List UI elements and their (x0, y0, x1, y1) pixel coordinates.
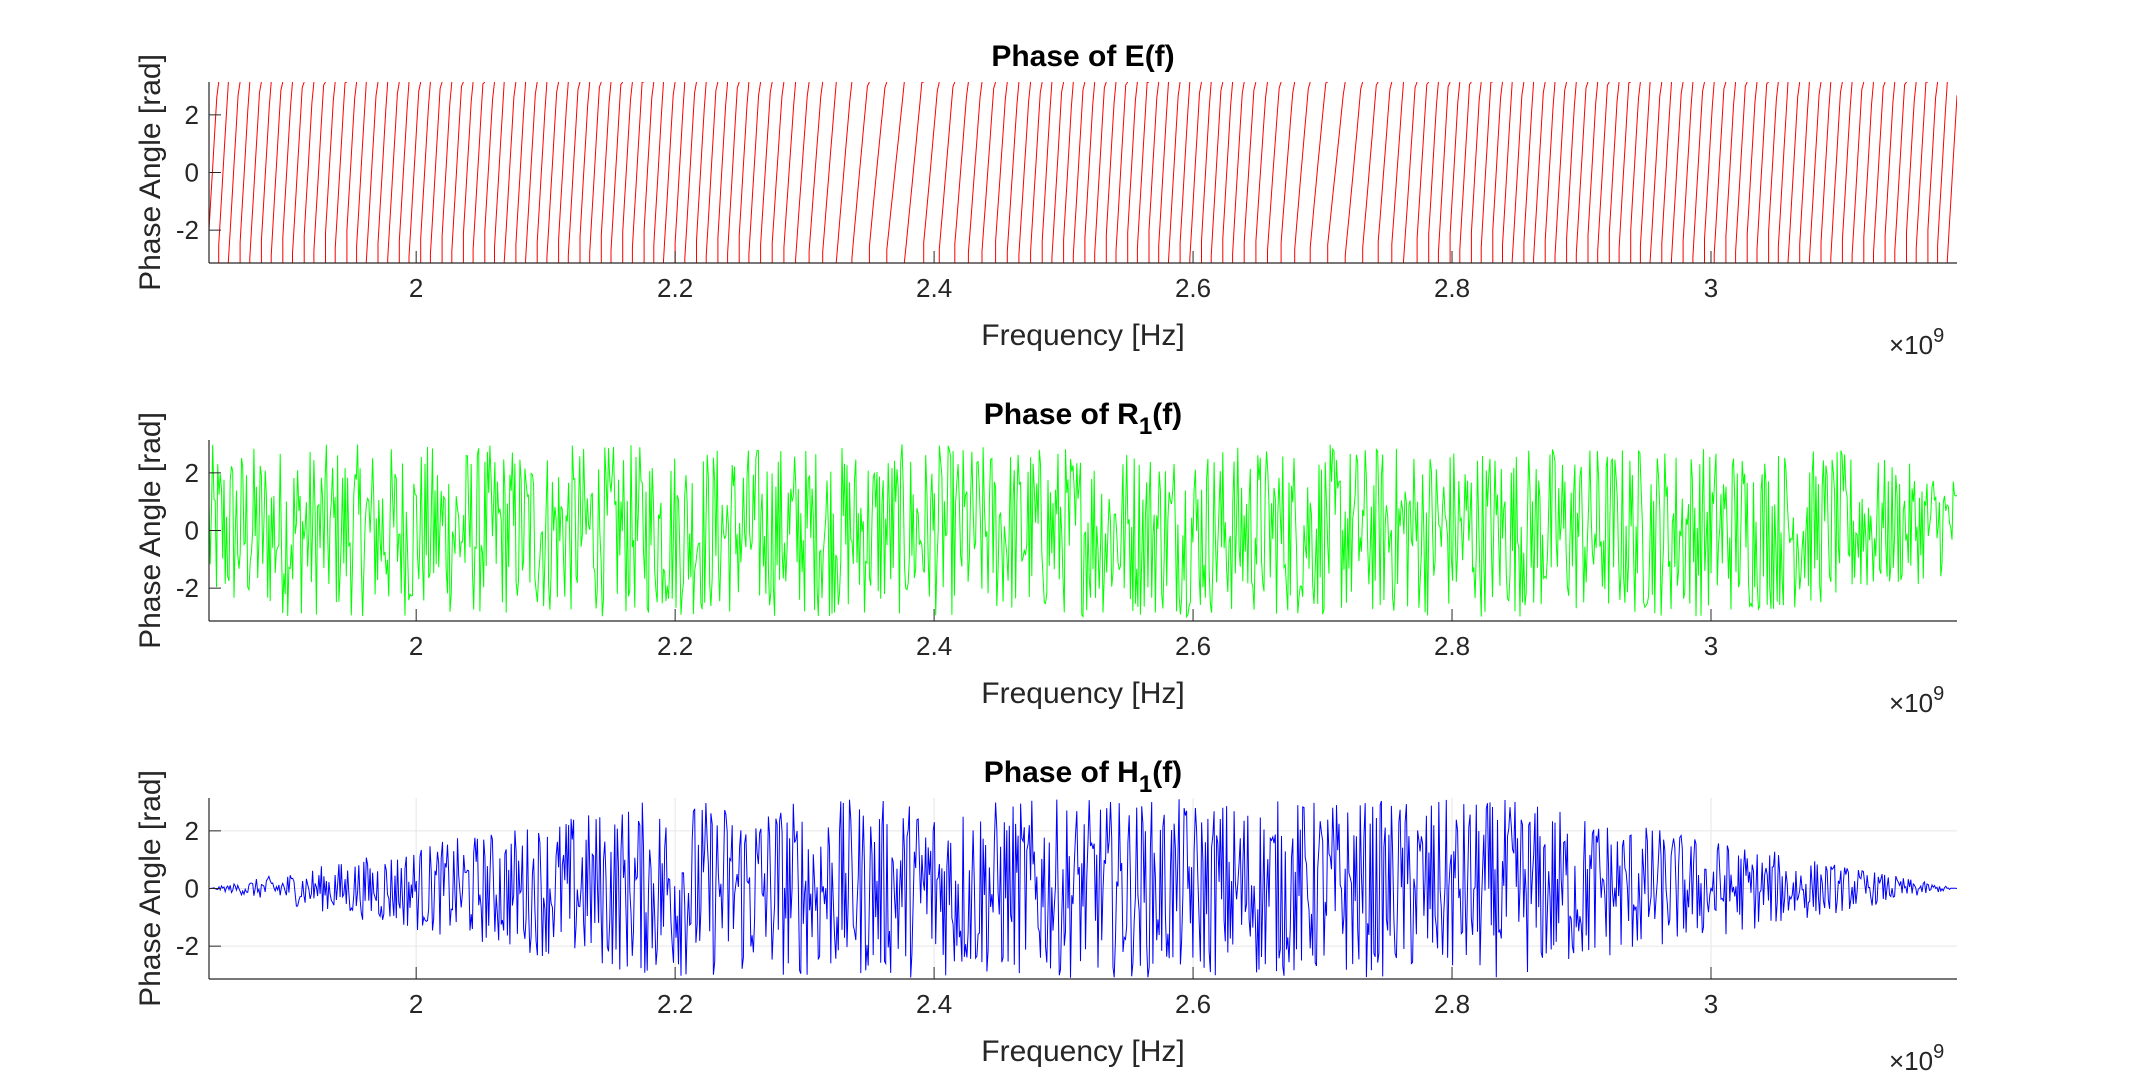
x-tick-label: 2.6 (1175, 989, 1211, 1019)
x-tick-label: 2.2 (657, 989, 693, 1019)
x-tick-label: 2.4 (916, 273, 952, 303)
x-axis-label: Frequency [Hz] (981, 677, 1184, 710)
series-line-H1 (209, 799, 1957, 978)
plot-title: Phase of R1(f) (984, 398, 1182, 440)
y-tick-label: -2 (176, 215, 199, 245)
x-tick-label: 2 (409, 989, 423, 1019)
y-tick-label: -2 (176, 931, 199, 961)
plot-title: Phase of E(f) (991, 40, 1174, 73)
x-tick-label: 2.4 (916, 631, 952, 661)
y-tick-label: 0 (185, 158, 199, 188)
y-tick-label: 2 (185, 816, 199, 846)
y-tick-label: 2 (185, 100, 199, 130)
y-tick-label: 0 (185, 516, 199, 546)
x-tick-label: 2.2 (657, 631, 693, 661)
plot-title: Phase of H1(f) (984, 756, 1182, 798)
subplot-E: 2 2.2 2.4 2.6 2.8 3 -2 0 2 Phase of E(f) Frequency… (134, 40, 1957, 360)
x-exponent-label: ×109 (1889, 1041, 1944, 1076)
x-tick-label: 2.8 (1434, 989, 1470, 1019)
x-tick-label: 2.8 (1434, 273, 1470, 303)
x-tick-label: 2.2 (657, 273, 693, 303)
y-axis-label: Phase Angle [rad] (134, 770, 167, 1007)
x-axis-label: Frequency [Hz] (981, 1035, 1184, 1068)
series-line-R1 (209, 444, 1957, 619)
y-axis-label: Phase Angle [rad] (134, 412, 167, 649)
x-tick-label: 3 (1704, 989, 1718, 1019)
y-tick-label: 2 (185, 458, 199, 488)
x-tick-label: 2.6 (1175, 273, 1211, 303)
x-tick-label: 2.4 (916, 989, 952, 1019)
y-tick-label: -2 (176, 573, 199, 603)
x-tick-label: 2 (409, 631, 423, 661)
x-axis-label: Frequency [Hz] (981, 319, 1184, 352)
y-axis-label: Phase Angle [rad] (134, 54, 167, 291)
x-tick-label: 2.8 (1434, 631, 1470, 661)
x-tick-label: 2 (409, 273, 423, 303)
subplot-R1: 2 2.2 2.4 2.6 2.8 3 -2 0 2 Phase of R1(f) Frequenc… (134, 398, 1957, 718)
x-tick-label: 2.6 (1175, 631, 1211, 661)
x-tick-label: 3 (1704, 273, 1718, 303)
x-tick-label: 3 (1704, 631, 1718, 661)
x-exponent-label: ×109 (1889, 325, 1944, 360)
y-tick-label: 0 (185, 874, 199, 904)
series-line-E (209, 82, 1957, 263)
x-exponent-label: ×109 (1889, 683, 1944, 718)
subplot-H1: 2 2.2 2.4 2.6 2.8 3 -2 0 2 Phase of H1(f) Frequenc… (134, 756, 1957, 1076)
